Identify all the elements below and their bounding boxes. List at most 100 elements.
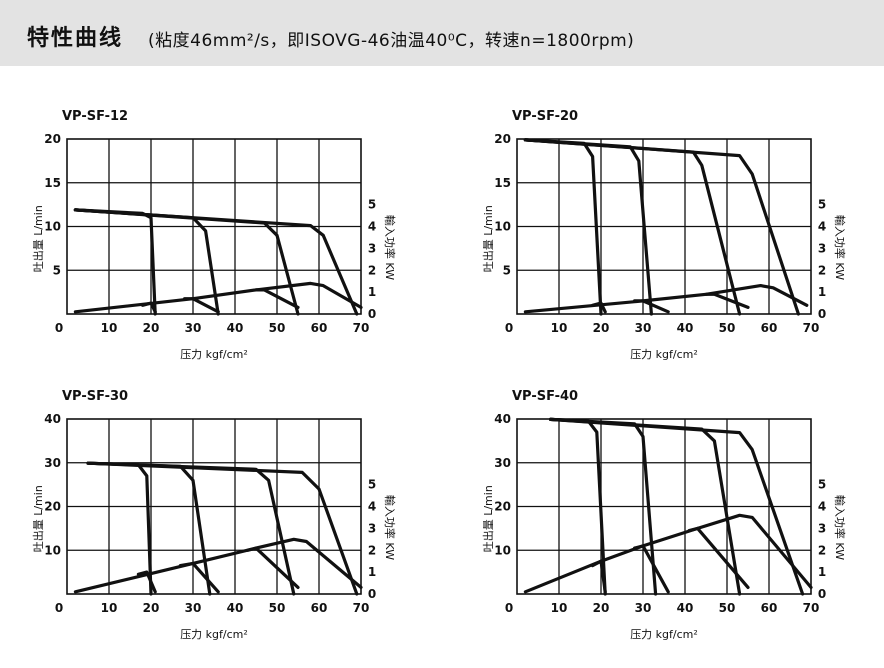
y2-axis-label: 輸入功率 KW [383,495,397,560]
y2-tick-label: 0 [818,307,826,321]
y-tick-label: 10 [494,543,511,557]
power-curve [523,513,813,594]
x-tick-label: 10 [551,601,568,615]
chart-vp-sf-30: VP-SF-30 0 10 20 30 40 50 60 70 10 20 30 40 0 1 2 3 4 5 压力 … [0,378,442,668]
x-tick-label: 50 [719,321,736,335]
plot-frame [516,418,812,595]
y2-tick-label: 4 [368,500,376,514]
y2-tick-label: 0 [368,587,376,601]
y-axis-label: 吐出量 L/min [481,485,495,552]
x-tick-label: 0 [505,601,513,615]
flow-curve [523,138,800,316]
page-subtitle: (粘度46mm²/s，即ISOVG-46油温40⁰C，转速n=1800rpm) [148,31,635,51]
y2-tick-label: 2 [818,543,826,557]
flow-curve [548,417,805,596]
y-tick-label: 10 [44,220,61,234]
y-tick-label: 5 [53,263,61,277]
x-axis-label: 压力 kgf/cm² [180,628,248,641]
y-tick-label: 20 [494,132,511,146]
power-curve [254,288,300,309]
y2-tick-label: 2 [368,543,376,557]
x-tick-label: 20 [143,601,160,615]
power-curve [136,570,157,594]
x-tick-label: 10 [101,321,118,335]
y-tick-label: 30 [44,456,61,470]
chart-svg: VP-SF-40 0 10 20 30 40 50 60 70 10 20 30 40 0 1 2 3 4 5 压力 … [481,389,847,641]
x-tick-label: 20 [593,601,610,615]
y2-tick-label: 5 [818,478,826,492]
x-tick-label: 50 [269,321,286,335]
y-axis-label: 吐出量 L/min [31,485,45,552]
power-curve [591,559,607,594]
x-tick-label: 50 [719,601,736,615]
y-tick-label: 30 [494,456,511,470]
power-curve [141,301,157,314]
y2-tick-label: 1 [818,285,826,299]
x-tick-label: 0 [55,601,63,615]
y-tick-label: 20 [44,132,61,146]
chart-vp-sf-40: VP-SF-40 0 10 20 30 40 50 60 70 10 20 30 40 0 1 2 3 4 5 压力 … [450,378,884,668]
y-tick-label: 40 [44,412,61,426]
power-curve [523,284,809,314]
x-tick-label: 60 [311,601,328,615]
y2-tick-label: 3 [368,521,376,535]
flow-curve [73,208,157,316]
chart-title: VP-SF-12 [62,109,128,124]
x-tick-label: 30 [185,601,202,615]
plot-frame [516,138,812,315]
plot-frame [66,138,362,315]
y-axis-label: 吐出量 L/min [481,205,495,272]
x-tick-label: 10 [101,601,118,615]
y2-tick-label: 1 [368,565,376,579]
x-tick-label: 0 [505,321,513,335]
x-axis-label: 压力 kgf/cm² [630,348,698,361]
x-tick-label: 60 [761,321,778,335]
y-tick-label: 20 [44,500,61,514]
power-curve [246,546,300,589]
y2-tick-label: 2 [818,263,826,277]
x-tick-label: 0 [55,321,63,335]
y-axis-label: 吐出量 L/min [31,205,45,272]
y2-tick-label: 5 [368,478,376,492]
power-curve [591,301,607,314]
x-tick-label: 10 [551,321,568,335]
x-tick-label: 70 [803,601,820,615]
chart-svg: VP-SF-30 0 10 20 30 40 50 60 70 10 20 30 40 0 1 2 3 4 5 压力 … [31,389,397,641]
y2-tick-label: 3 [818,241,826,255]
chart-vp-sf-20: VP-SF-20 0 10 20 30 40 50 60 70 5 10 15 20 0 1 2 3 4 5 压力 k… [450,98,884,388]
x-tick-label: 30 [185,321,202,335]
y-tick-label: 15 [44,176,61,190]
x-tick-label: 70 [353,321,370,335]
y-tick-label: 15 [494,176,511,190]
x-tick-label: 20 [143,321,160,335]
flow-curve [86,461,296,596]
y2-axis-label: 輸入功率 KW [833,215,847,280]
y-tick-label: 5 [503,263,511,277]
x-axis-label: 压力 kgf/cm² [630,628,698,641]
flow-curve [86,461,359,596]
y2-axis-label: 輸入功率 KW [833,495,847,560]
plot-frame [66,418,362,595]
x-axis-label: 压力 kgf/cm² [180,348,248,361]
y-tick-label: 10 [44,543,61,557]
x-tick-label: 50 [269,601,286,615]
power-curve [633,299,670,314]
y2-tick-label: 4 [818,500,826,514]
y2-tick-label: 3 [368,241,376,255]
chart-svg: VP-SF-12 0 10 20 30 40 50 60 70 5 10 15 20 0 1 2 3 4 5 压力 k… [31,109,397,361]
chart-title: VP-SF-30 [62,389,128,404]
chart-vp-sf-12: VP-SF-12 0 10 20 30 40 50 60 70 5 10 15 20 0 1 2 3 4 5 压力 k… [0,98,442,388]
x-tick-label: 40 [227,601,244,615]
y-tick-label: 40 [494,412,511,426]
x-tick-label: 40 [677,321,694,335]
power-curve [178,561,220,594]
x-tick-label: 40 [677,601,694,615]
y2-tick-label: 0 [368,307,376,321]
x-tick-label: 60 [311,321,328,335]
y2-tick-label: 5 [368,198,376,212]
chart-svg: VP-SF-20 0 10 20 30 40 50 60 70 5 10 15 20 0 1 2 3 4 5 压力 k… [481,109,847,361]
y2-tick-label: 5 [818,198,826,212]
y2-tick-label: 2 [368,263,376,277]
page-header: 特性曲线 (粘度46mm²/s，即ISOVG-46油温40⁰C，转速n=1800… [0,0,884,66]
power-curve [687,526,750,589]
